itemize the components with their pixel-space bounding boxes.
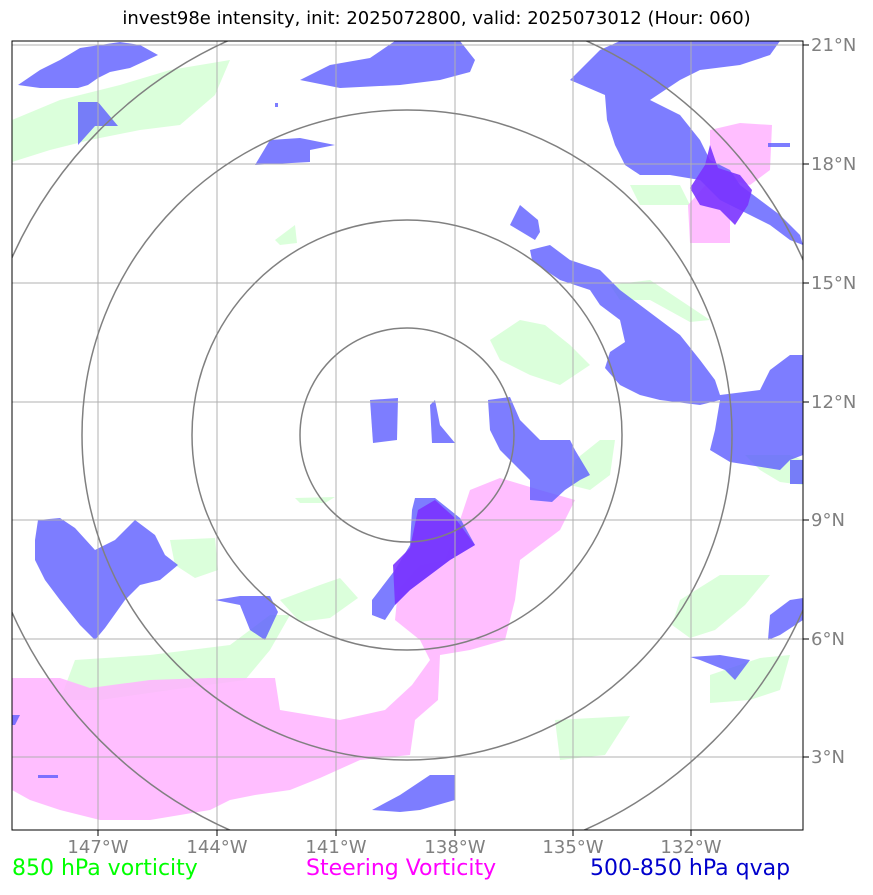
distance-ring [191,219,623,651]
qvap-region [768,598,803,640]
vorticity-850-region [630,185,690,205]
legend-qvap: 500-850 hPa qvap [590,856,791,881]
latitude-label: 6°N [811,629,845,650]
qvap-region [430,400,455,443]
axis-ticks: 21°N 18°N 15°N 12°N 9°N 6°N 3°N 147°W 144°W 141°W… [67,35,856,858]
vorticity-850-region [170,538,218,578]
map-frame [11,40,804,831]
vorticity-850-region [280,578,358,622]
longitude-label: 141°W [305,837,366,858]
qvap-region [35,518,178,640]
qvap-region [38,775,58,778]
legend-steering-vorticity: Steering Vorticity [306,856,497,881]
overlap-region [690,145,752,225]
legend-850-vorticity: 850 hPa vorticity [12,856,198,881]
longitude-label: 147°W [67,837,128,858]
qvap-region [18,42,158,88]
qvap-region [530,245,803,470]
lat-lon-grid [12,41,803,830]
qvap-region [370,398,398,443]
qvap-region [300,41,475,88]
qvap-region [372,775,455,812]
map-plot-area [12,41,803,830]
vorticity-850-region [672,575,770,638]
vorticity-850-region [610,280,710,322]
distance-rings [12,41,803,830]
map-title: invest98e intensity, init: 2025072800, v… [122,8,751,29]
vorticity-850-region [275,225,297,245]
qvap-region [768,143,790,147]
qvap-region [12,715,20,725]
latitude-label: 9°N [811,510,845,531]
vorticity-850-region [12,60,230,162]
qvap-region [215,596,278,640]
qvap-region [510,205,540,240]
qvap-region [255,138,335,165]
latitude-label: 12°N [811,392,856,413]
longitude-label: 135°W [542,837,603,858]
longitude-label: 132°W [660,837,721,858]
latitude-label: 18°N [811,154,856,175]
latitude-label: 21°N [811,35,856,56]
qvap-region [790,460,803,484]
longitude-label: 144°W [186,837,247,858]
vorticity-850-region [710,655,790,703]
latitude-label: 15°N [811,273,856,294]
longitude-label: 138°W [424,837,485,858]
qvap-region [275,103,278,107]
qvap-region [690,655,750,680]
distance-ring [81,109,733,761]
distance-ring [299,327,515,543]
vorticity-850-region [295,497,335,503]
vorticity-850-region [490,320,590,385]
latitude-label: 3°N [811,747,845,768]
vorticity-850-region [555,716,630,760]
